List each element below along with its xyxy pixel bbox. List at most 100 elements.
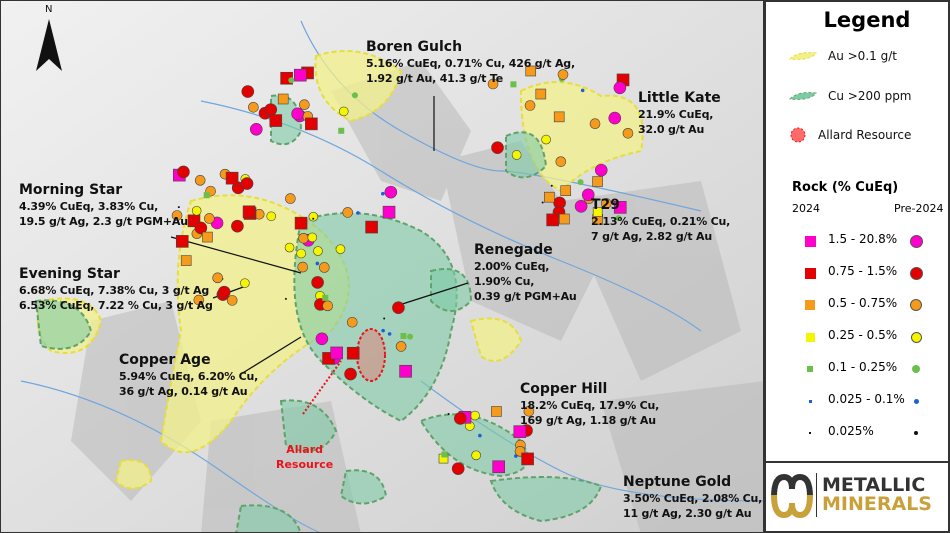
sample-pre2024-circle[interactable] xyxy=(613,81,627,95)
sample-pre2024-circle[interactable] xyxy=(226,295,238,306)
sample-pre2024-circle[interactable] xyxy=(212,272,223,284)
sample-pre2024-circle[interactable] xyxy=(204,213,215,224)
sample-pre2024-circle[interactable] xyxy=(315,261,320,266)
sample-2024-square[interactable] xyxy=(441,451,448,458)
allard-resource-outline[interactable] xyxy=(356,328,386,382)
sample-pre2024-circle[interactable] xyxy=(447,413,450,416)
sample-pre2024-circle[interactable] xyxy=(487,78,499,90)
sample-pre2024-circle[interactable] xyxy=(580,88,585,93)
sample-2024-square[interactable] xyxy=(559,213,570,225)
sample-2024-square[interactable] xyxy=(513,425,527,438)
sample-2024-square[interactable] xyxy=(535,88,547,100)
sample-pre2024-circle[interactable] xyxy=(194,221,208,235)
sample-pre2024-circle[interactable] xyxy=(557,69,569,80)
sample-pre2024-circle[interactable] xyxy=(249,122,263,136)
sample-pre2024-circle[interactable] xyxy=(299,99,310,111)
sample-2024-square[interactable] xyxy=(225,171,239,185)
sample-2024-square[interactable] xyxy=(338,127,345,134)
sample-pre2024-circle[interactable] xyxy=(451,462,465,475)
sample-pre2024-circle[interactable] xyxy=(600,198,612,209)
sample-pre2024-circle[interactable] xyxy=(171,210,183,221)
sample-2024-square[interactable] xyxy=(510,81,517,88)
sample-pre2024-circle[interactable] xyxy=(381,191,385,196)
sample-pre2024-circle[interactable] xyxy=(248,101,259,113)
sample-pre2024-circle[interactable] xyxy=(453,412,467,425)
sample-pre2024-circle[interactable] xyxy=(555,156,567,167)
sample-pre2024-circle[interactable] xyxy=(312,217,315,220)
sample-pre2024-circle[interactable] xyxy=(193,294,205,306)
sample-pre2024-circle[interactable] xyxy=(284,242,295,253)
sample-pre2024-circle[interactable] xyxy=(308,211,319,222)
sample-2024-square[interactable] xyxy=(546,213,559,227)
sample-2024-square[interactable] xyxy=(322,294,329,301)
sample-pre2024-circle[interactable] xyxy=(288,77,295,84)
sample-pre2024-circle[interactable] xyxy=(322,300,333,312)
map-panel[interactable]: N Boren Gulch 5.16% CuEq, 0.71% Cu, 426 g… xyxy=(0,0,764,533)
sample-pre2024-circle[interactable] xyxy=(241,85,255,98)
sample-pre2024-circle[interactable] xyxy=(608,111,622,125)
sample-2024-square[interactable] xyxy=(544,191,555,203)
sample-pre2024-circle[interactable] xyxy=(307,232,318,243)
sample-pre2024-circle[interactable] xyxy=(319,262,330,273)
sample-pre2024-circle[interactable] xyxy=(511,150,522,160)
sample-pre2024-circle[interactable] xyxy=(491,141,504,154)
sample-2024-square[interactable] xyxy=(382,205,396,219)
sample-2024-square[interactable] xyxy=(305,117,318,131)
sample-pre2024-circle[interactable] xyxy=(285,193,296,204)
sample-pre2024-circle[interactable] xyxy=(335,244,346,254)
sample-pre2024-circle[interactable] xyxy=(383,317,386,320)
sample-2024-square[interactable] xyxy=(277,93,289,105)
sample-pre2024-circle[interactable] xyxy=(594,163,608,177)
sample-pre2024-circle[interactable] xyxy=(524,100,536,111)
sample-pre2024-circle[interactable] xyxy=(266,211,277,222)
sample-2024-square[interactable] xyxy=(202,231,213,243)
sample-2024-square[interactable] xyxy=(553,111,565,123)
sample-pre2024-circle[interactable] xyxy=(381,328,385,333)
sample-pre2024-circle[interactable] xyxy=(384,185,398,199)
sample-pre2024-circle[interactable] xyxy=(541,201,544,204)
sample-pre2024-circle[interactable] xyxy=(478,433,482,438)
sample-2024-square[interactable] xyxy=(293,68,307,82)
sample-2024-square[interactable] xyxy=(400,332,407,339)
sample-2024-square[interactable] xyxy=(592,207,603,217)
sample-2024-square[interactable] xyxy=(560,185,572,197)
sample-pre2024-circle[interactable] xyxy=(296,248,306,259)
sample-pre2024-circle[interactable] xyxy=(177,165,190,179)
sample-pre2024-circle[interactable] xyxy=(470,410,480,421)
sample-pre2024-circle[interactable] xyxy=(471,450,481,461)
sample-pre2024-circle[interactable] xyxy=(313,246,323,256)
sample-2024-square[interactable] xyxy=(180,255,192,266)
sample-pre2024-circle[interactable] xyxy=(550,184,553,187)
sample-pre2024-circle[interactable] xyxy=(177,206,180,209)
sample-pre2024-circle[interactable] xyxy=(577,179,584,186)
sample-2024-square[interactable] xyxy=(492,460,505,474)
sample-pre2024-circle[interactable] xyxy=(351,92,358,99)
sample-pre2024-circle[interactable] xyxy=(297,261,309,273)
sample-pre2024-circle[interactable] xyxy=(344,367,357,381)
sample-pre2024-circle[interactable] xyxy=(541,134,551,145)
sample-pre2024-circle[interactable] xyxy=(291,107,304,121)
sample-pre2024-circle[interactable] xyxy=(622,127,634,139)
sample-pre2024-circle[interactable] xyxy=(311,276,324,289)
sample-pre2024-circle[interactable] xyxy=(240,278,250,288)
sample-2024-square[interactable] xyxy=(346,346,360,360)
sample-2024-square[interactable] xyxy=(294,216,308,230)
sample-2024-square[interactable] xyxy=(525,65,537,77)
sample-pre2024-circle[interactable] xyxy=(240,177,254,190)
sample-2024-square[interactable] xyxy=(175,235,189,248)
sample-pre2024-circle[interactable] xyxy=(387,332,392,336)
sample-pre2024-circle[interactable] xyxy=(191,206,202,216)
sample-2024-square[interactable] xyxy=(330,346,343,360)
sample-pre2024-circle[interactable] xyxy=(231,219,244,233)
sample-pre2024-circle[interactable] xyxy=(217,285,231,299)
sample-2024-square[interactable] xyxy=(613,201,627,214)
sample-2024-square[interactable] xyxy=(365,220,378,234)
sample-pre2024-circle[interactable] xyxy=(338,106,349,117)
sample-pre2024-circle[interactable] xyxy=(392,301,405,315)
sample-2024-square[interactable] xyxy=(269,114,283,127)
sample-pre2024-circle[interactable] xyxy=(342,207,354,218)
sample-pre2024-circle[interactable] xyxy=(615,215,622,222)
sample-2024-square[interactable] xyxy=(242,205,256,219)
sample-2024-square[interactable] xyxy=(203,192,210,199)
sample-pre2024-circle[interactable] xyxy=(264,103,278,116)
